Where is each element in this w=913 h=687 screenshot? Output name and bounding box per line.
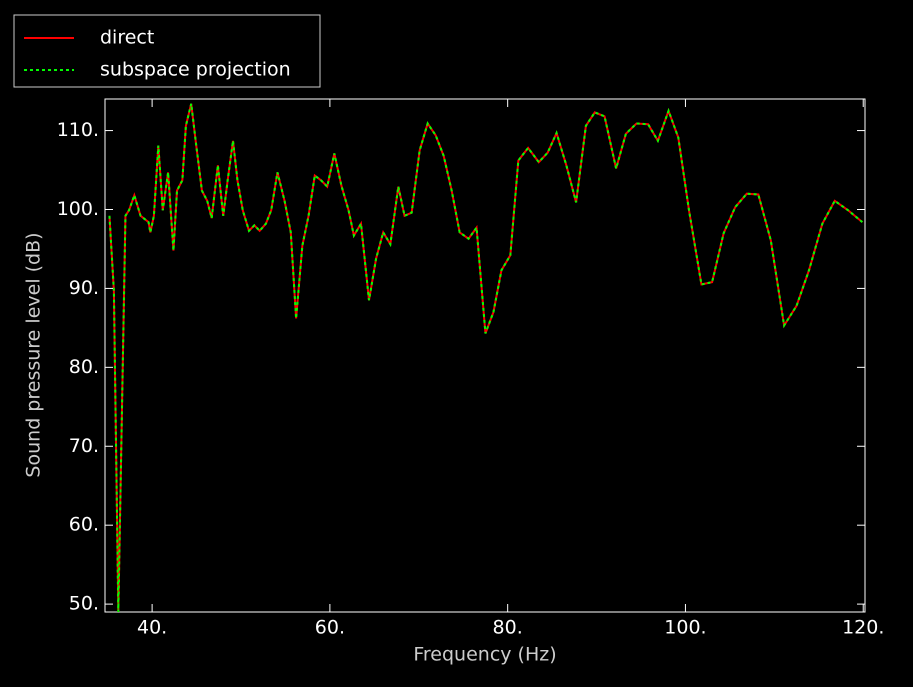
y-tick-label: 70. [69,435,99,457]
x-tick-label: 100. [664,617,706,639]
y-tick-label: 100. [57,198,99,220]
x-tick-label: 60. [315,617,345,639]
y-tick-label: 50. [69,593,99,615]
y-tick-label: 110. [57,119,99,141]
legend-box [13,14,321,88]
series-line [108,103,863,612]
plot-area [108,103,863,612]
x-tick-label: 120. [842,617,884,639]
y-tick-label: 60. [69,514,99,536]
legend-label: subspace projection [100,59,291,81]
y-axis-label: Sound pressure level (dB) [23,232,45,477]
y-tick-label: 80. [69,356,99,378]
x-axis-label: Frequency (Hz) [413,644,556,666]
x-tick-label: 40. [137,617,167,639]
x-tick-label: 80. [493,617,523,639]
y-tick-label: 90. [69,277,99,299]
plot-frame [104,98,866,613]
series-line [108,103,863,612]
legend-label: direct [100,27,154,49]
